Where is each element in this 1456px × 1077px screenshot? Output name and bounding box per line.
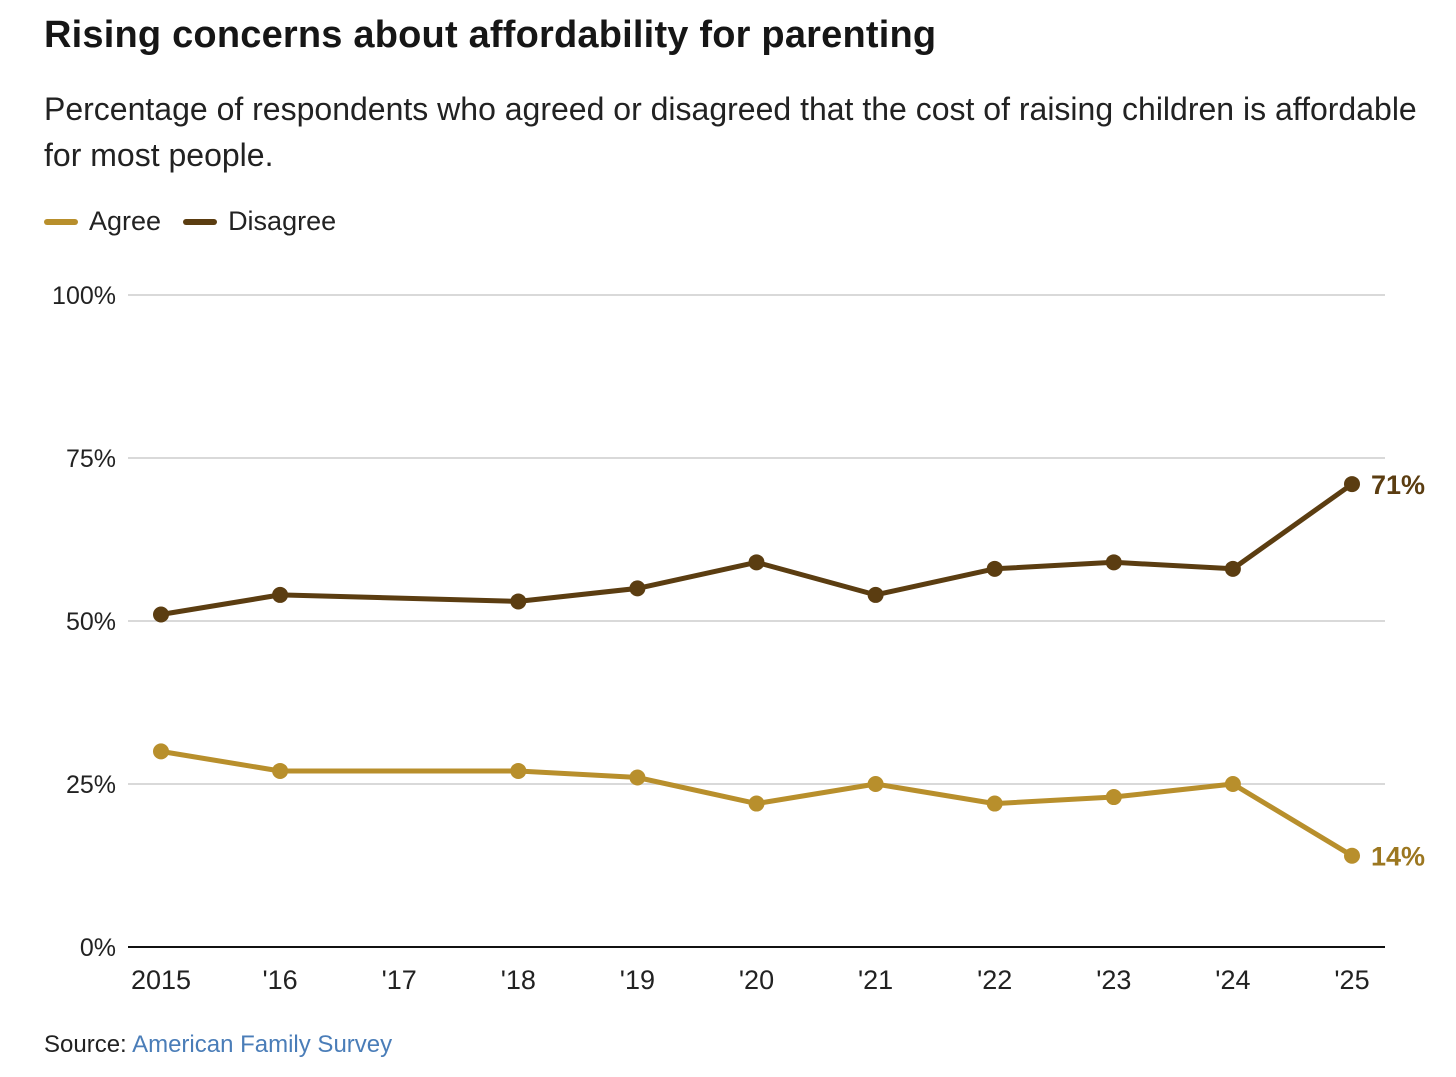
data-point-disagree-2018 — [510, 593, 527, 610]
x-tick-label-2015: 2015 — [131, 965, 191, 995]
x-tick-label-2025: '25 — [1334, 965, 1369, 995]
series-line-disagree — [158, 481, 1355, 617]
chart-title: Rising concerns about affordability for … — [44, 14, 937, 56]
data-point-disagree-2023 — [1105, 554, 1122, 571]
data-point-agree-2022 — [986, 795, 1003, 812]
x-tick-label-2021: '21 — [858, 965, 893, 995]
series-line-agree — [158, 748, 1355, 859]
x-tick-label-2024: '24 — [1215, 965, 1250, 995]
data-point-disagree-2021 — [867, 586, 884, 603]
legend: Agree Disagree — [44, 206, 358, 237]
data-point-disagree-2022 — [986, 560, 1003, 577]
data-point-agree-2025 — [1344, 847, 1360, 864]
x-tick-label-2022: '22 — [977, 965, 1012, 995]
source-note: Source: American Family Survey — [44, 1031, 392, 1059]
data-point-disagree-2024 — [1224, 560, 1241, 577]
x-tick-label-2020: '20 — [739, 965, 774, 995]
data-point-disagree-2019 — [629, 580, 646, 597]
data-point-disagree-2015 — [153, 606, 169, 623]
chart-subtitle: Percentage of respondents who agreed or … — [44, 91, 1417, 173]
data-point-agree-2023 — [1105, 789, 1122, 806]
x-tick-label-2023: '23 — [1096, 965, 1131, 995]
y-tick-label-0: 0% — [80, 934, 116, 962]
x-tick-label-2019: '19 — [620, 965, 655, 995]
data-point-disagree-2016 — [272, 586, 289, 603]
source-prefix: Source: — [44, 1031, 127, 1058]
y-tick-label-25: 25% — [66, 771, 116, 799]
data-point-agree-2018 — [510, 762, 527, 779]
end-label-disagree: 71% — [1371, 470, 1425, 500]
y-tick-label-50: 50% — [66, 608, 116, 636]
y-tick-label-100: 100% — [52, 282, 116, 310]
source-link[interactable]: American Family Survey — [132, 1031, 393, 1058]
data-point-agree-2020 — [748, 795, 765, 812]
legend-swatch-disagree — [183, 218, 218, 225]
x-tick-label-2016: '16 — [263, 965, 298, 995]
legend-label-agree: Agree — [89, 206, 162, 236]
data-point-agree-2015 — [153, 743, 169, 760]
x-tick-label-2018: '18 — [501, 965, 536, 995]
legend-item-agree: Agree — [44, 206, 161, 237]
data-point-agree-2016 — [272, 762, 289, 779]
legend-swatch-agree — [44, 218, 78, 225]
legend-label-disagree: Disagree — [228, 206, 337, 236]
data-point-agree-2021 — [867, 776, 884, 792]
data-point-disagree-2020 — [748, 554, 765, 571]
y-tick-label-75: 75% — [66, 445, 116, 473]
data-point-agree-2024 — [1224, 776, 1241, 792]
data-point-disagree-2025 — [1344, 476, 1360, 493]
end-label-agree: 14% — [1371, 842, 1425, 872]
legend-item-disagree: Disagree — [183, 206, 336, 237]
x-tick-label-2017: '17 — [382, 965, 417, 995]
data-point-agree-2019 — [629, 769, 646, 786]
